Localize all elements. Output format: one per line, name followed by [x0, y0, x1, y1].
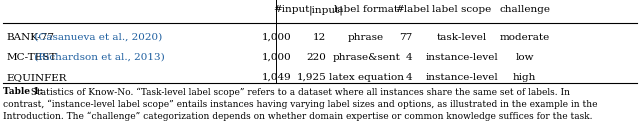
Text: (Casanueva et al., 2020): (Casanueva et al., 2020) — [31, 33, 163, 42]
Text: challenge: challenge — [499, 6, 550, 15]
Text: 1,000: 1,000 — [262, 53, 291, 62]
Text: label scope: label scope — [433, 6, 492, 15]
Text: 1,000: 1,000 — [262, 33, 291, 42]
Text: instance-level: instance-level — [426, 53, 499, 62]
Text: 4: 4 — [406, 53, 413, 62]
Text: label format: label format — [334, 6, 398, 15]
Text: task-level: task-level — [437, 33, 487, 42]
Text: 1,925: 1,925 — [297, 73, 326, 82]
Text: latex equation: latex equation — [328, 73, 404, 82]
Text: #label: #label — [396, 6, 430, 15]
Text: Introduction. The “challenge” categorization depends on whether domain expertise: Introduction. The “challenge” categoriza… — [3, 111, 593, 121]
Text: Statistics of Know-No. “Task-level label scope” refers to a dataset where all in: Statistics of Know-No. “Task-level label… — [28, 88, 570, 97]
Text: phrase&sent: phrase&sent — [332, 53, 400, 62]
Text: 220: 220 — [307, 53, 326, 62]
Text: high: high — [513, 73, 536, 82]
Text: low: low — [516, 53, 534, 62]
Text: MC-TEST: MC-TEST — [6, 53, 57, 62]
Text: Table 1:: Table 1: — [3, 88, 44, 96]
Text: BANK-77: BANK-77 — [6, 33, 54, 42]
Text: (Richardson et al., 2013): (Richardson et al., 2013) — [31, 53, 165, 62]
Text: 12: 12 — [313, 33, 326, 42]
Text: #input: #input — [273, 6, 309, 15]
Text: EQUINFER: EQUINFER — [6, 73, 67, 82]
Text: contrast, “instance-level label scope” entails instances having varying label si: contrast, “instance-level label scope” e… — [3, 99, 598, 109]
Text: 4: 4 — [406, 73, 413, 82]
Text: 77: 77 — [399, 33, 413, 42]
Text: 1,049: 1,049 — [262, 73, 291, 82]
Text: phrase: phrase — [348, 33, 384, 42]
Text: moderate: moderate — [500, 33, 550, 42]
Text: instance-level: instance-level — [426, 73, 499, 82]
Text: |input|: |input| — [309, 5, 344, 15]
